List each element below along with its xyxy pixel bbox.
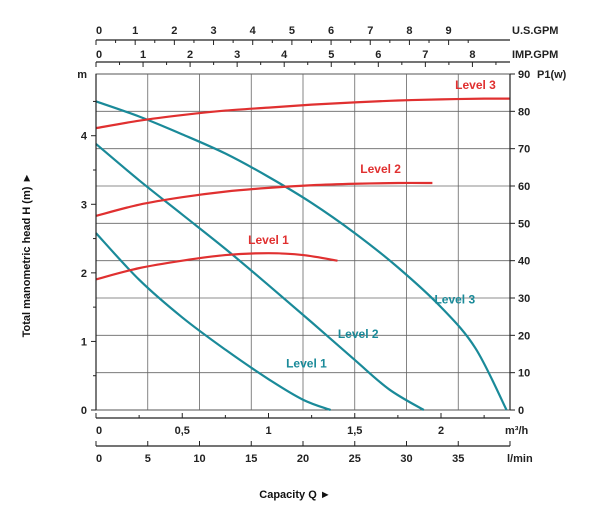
head-curve-level-1 bbox=[95, 232, 331, 412]
x-lmin-tick-label: 15 bbox=[245, 453, 257, 465]
x-impgpm-tick-label: 2 bbox=[187, 49, 193, 61]
x-impgpm-tick-label: 1 bbox=[140, 49, 146, 61]
y-head-tick-label: 2 bbox=[81, 268, 87, 280]
x-lmin-tick-label: 30 bbox=[400, 453, 412, 465]
power-label-level-3: Level 3 bbox=[455, 78, 496, 92]
x-usgpm-tick-label: 1 bbox=[132, 25, 138, 37]
curve-labels: Level 1 Level 2 Level 3 Level 1 Level 2 Level… bbox=[248, 78, 496, 371]
x-lmin-tick-label: 20 bbox=[297, 453, 309, 465]
x-impgpm-unit: IMP.GPM bbox=[512, 49, 558, 61]
x-usgpm-tick-label: 0 bbox=[96, 25, 102, 37]
x-impgpm-tick-label: 6 bbox=[375, 49, 381, 61]
x-lmin-tick-label: 5 bbox=[145, 453, 151, 465]
y-power-tick-label: 20 bbox=[518, 330, 530, 342]
x-m3h-tick-label: 1 bbox=[265, 425, 271, 437]
x-m3h-unit: m³/h bbox=[505, 425, 529, 437]
y-power-tick-label: 0 bbox=[518, 405, 524, 417]
x-usgpm-tick-label: 9 bbox=[446, 25, 452, 37]
x-usgpm-tick-label: 3 bbox=[210, 25, 216, 37]
x-impgpm-tick-label: 5 bbox=[328, 49, 334, 61]
x-impgpm-tick-label: 4 bbox=[281, 49, 288, 61]
y-power-tick-label: 40 bbox=[518, 256, 530, 268]
head-curve-level-2 bbox=[95, 143, 425, 411]
x-lmin-tick-label: 0 bbox=[96, 453, 102, 465]
x-usgpm-tick-label: 5 bbox=[289, 25, 295, 37]
power-label-level-2: Level 2 bbox=[360, 162, 401, 176]
x-impgpm-tick-label: 7 bbox=[422, 49, 428, 61]
y-power-tick-label: 10 bbox=[518, 368, 530, 380]
x-impgpm-tick-label: 3 bbox=[234, 49, 240, 61]
x-m3h-tick-label: 2 bbox=[438, 425, 444, 437]
y-power-tick-label: 70 bbox=[518, 144, 530, 156]
power-curve-level-1 bbox=[95, 252, 338, 281]
x-usgpm-tick-label: 8 bbox=[406, 25, 412, 37]
y-head-tick-label: 4 bbox=[81, 131, 88, 143]
head-label-level-3: Level 3 bbox=[434, 293, 475, 307]
x-lmin-unit: l/min bbox=[507, 453, 533, 465]
x-lmin-tick-label: 35 bbox=[452, 453, 464, 465]
head-curve-level-3 bbox=[95, 100, 508, 411]
curves bbox=[95, 97, 511, 412]
y-head-unit: m bbox=[77, 69, 87, 81]
y-axis-title: Total manometric head H (m) ► bbox=[21, 173, 33, 338]
x-usgpm-unit: U.S.GPM bbox=[512, 25, 558, 37]
y-head-tick-label: 3 bbox=[81, 199, 87, 211]
x-usgpm-tick-label: 6 bbox=[328, 25, 334, 37]
y-head-tick-label: 1 bbox=[81, 336, 87, 348]
x-m3h-tick-label: 1,5 bbox=[347, 425, 362, 437]
x-axis-title: Capacity Q ► bbox=[259, 489, 330, 501]
y-power-tick-label: 30 bbox=[518, 293, 530, 305]
y-power-tick-label: 50 bbox=[518, 218, 530, 230]
y-head-tick-label: 0 bbox=[81, 405, 87, 417]
x-m3h-tick-label: 0 bbox=[96, 425, 102, 437]
y-power-tick-label: 60 bbox=[518, 181, 530, 193]
power-curve-level-2 bbox=[95, 181, 433, 217]
x-usgpm-tick-label: 4 bbox=[250, 25, 257, 37]
x-usgpm-tick-label: 2 bbox=[171, 25, 177, 37]
head-label-level-1: Level 1 bbox=[286, 356, 327, 370]
x-lmin-tick-label: 10 bbox=[193, 453, 205, 465]
x-usgpm-tick-label: 7 bbox=[367, 25, 373, 37]
power-label-level-1: Level 1 bbox=[248, 233, 289, 247]
y-power-tick-label: 80 bbox=[518, 106, 530, 118]
y-power-unit: P1(w) bbox=[537, 69, 567, 81]
x-m3h-tick-label: 0,5 bbox=[175, 425, 190, 437]
x-lmin-tick-label: 25 bbox=[349, 453, 361, 465]
head-label-level-2: Level 2 bbox=[338, 327, 379, 341]
y-power-tick-label: 90 bbox=[518, 69, 530, 81]
x-impgpm-tick-label: 0 bbox=[96, 49, 102, 61]
x-impgpm-tick-label: 8 bbox=[469, 49, 475, 61]
power-curve-level-3 bbox=[95, 97, 511, 130]
